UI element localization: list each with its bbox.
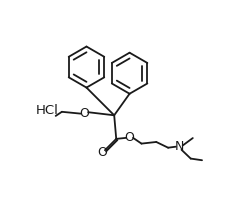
Text: O: O [124,131,134,144]
Text: O: O [79,107,89,120]
Text: N: N [174,140,183,153]
Text: O: O [97,146,107,159]
Text: HCl: HCl [36,104,59,117]
